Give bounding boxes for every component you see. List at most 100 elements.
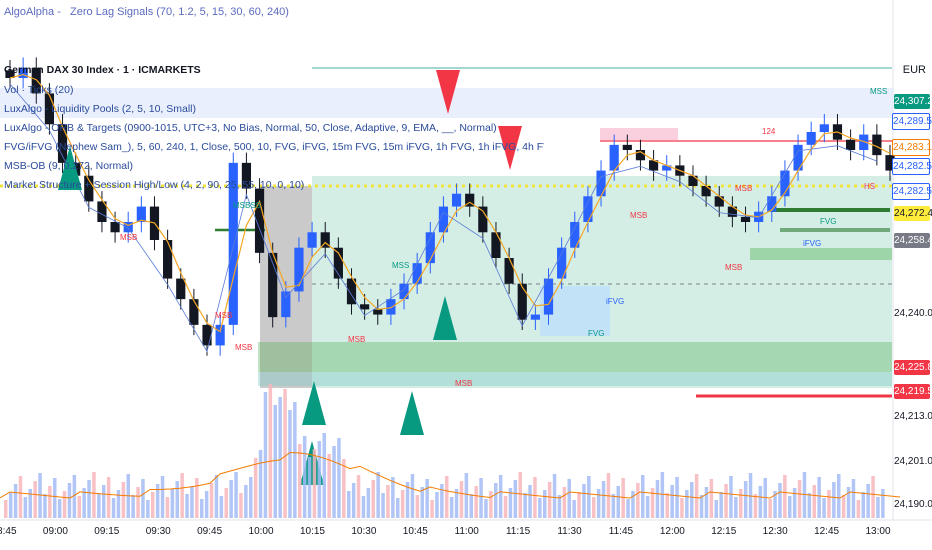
chart-annotation: HS xyxy=(864,182,875,191)
volume-bar xyxy=(484,499,488,518)
volume-moving-average xyxy=(0,451,901,499)
time-tick-label: 12:45 xyxy=(814,526,840,537)
volume-bar xyxy=(77,496,81,518)
volume-bar xyxy=(214,475,219,518)
volume-bar xyxy=(410,474,415,518)
volume-bar xyxy=(449,497,454,518)
symbol-title[interactable]: German DAX 30 Index · 1 · ICMARKETS xyxy=(4,64,201,76)
candle-body xyxy=(662,165,672,171)
time-tick-label: 09:00 xyxy=(42,526,68,537)
indicator-legend-4[interactable]: FVG/iFVG (Nephew Sam_), 5, 60, 240, 1, C… xyxy=(4,141,544,153)
volume-bar xyxy=(160,476,165,518)
volume-bar xyxy=(748,473,753,518)
volume-bar xyxy=(332,446,336,518)
volume-bar xyxy=(474,486,478,518)
volume-bar xyxy=(23,497,28,518)
candle-body xyxy=(399,283,409,300)
candle-body xyxy=(780,170,790,197)
volume-bar xyxy=(146,500,150,518)
volume-bar xyxy=(351,483,356,518)
volume-bar xyxy=(253,458,258,518)
price-tag-1: 24,307.27 xyxy=(894,94,932,109)
candle-body xyxy=(583,196,593,222)
indicator-legend-1[interactable]: Vol · Ticks (20) xyxy=(4,84,74,96)
indicator-legend-3[interactable]: LuxAlgo - ORB & Targets (0900-1015, UTC+… xyxy=(4,122,497,134)
volume-bar xyxy=(151,492,155,518)
currency-label[interactable]: EUR xyxy=(902,64,926,76)
volume-bar xyxy=(38,473,42,518)
fvg-zone xyxy=(258,342,892,372)
candle-body xyxy=(294,247,304,292)
volume-bar xyxy=(846,487,851,518)
volume-bar xyxy=(832,482,836,518)
volume-bar xyxy=(753,494,758,518)
volume-bar xyxy=(185,494,189,518)
fvg-zone xyxy=(258,372,892,386)
candle-body xyxy=(465,193,475,207)
price-tag-3: 24,283.11 xyxy=(892,139,932,156)
price-tag-6: 24,272.46 xyxy=(894,206,932,221)
candle-body xyxy=(727,206,737,217)
volume-bar xyxy=(503,496,508,518)
candle-body xyxy=(346,278,357,305)
volume-bar xyxy=(190,486,194,518)
volume-bar xyxy=(743,481,748,518)
volume-bar xyxy=(396,498,400,518)
chart-annotation: MSS xyxy=(392,261,409,270)
candle-body xyxy=(307,232,317,248)
volume-bar xyxy=(861,492,865,518)
volume-bar xyxy=(200,499,204,518)
volume-bar xyxy=(33,481,37,518)
candle-body xyxy=(18,67,28,78)
volume-bar xyxy=(175,481,179,518)
volume-bar xyxy=(494,483,498,518)
candle-body xyxy=(596,170,606,197)
volume-bar xyxy=(195,478,199,518)
volume-bar xyxy=(758,486,763,518)
volume-bar xyxy=(400,490,405,518)
candle-body xyxy=(123,222,133,233)
buy-signal-triangle xyxy=(58,146,82,190)
market-structure-zigzag xyxy=(9,83,878,353)
volume-bar xyxy=(518,472,522,518)
indicator-legend-6[interactable]: Market Structure + Session High/Low (4, … xyxy=(4,179,305,191)
candle-body xyxy=(386,299,396,315)
candle-body xyxy=(241,162,252,189)
volume-bar xyxy=(822,498,826,518)
volume-bar xyxy=(660,472,665,518)
volume-bar xyxy=(739,489,743,518)
time-tick-label: 10:45 xyxy=(402,526,428,537)
volume-bar xyxy=(322,433,326,518)
volume-bar xyxy=(778,483,782,518)
volume-bar xyxy=(592,497,596,518)
volume-bar xyxy=(670,485,674,518)
chart-annotation: MSB xyxy=(215,311,232,320)
time-tick-label: 13:00 xyxy=(865,526,891,537)
candle-body xyxy=(163,240,173,279)
chart-annotation: MSS xyxy=(870,87,887,96)
volume-bar xyxy=(841,495,846,518)
chart-annotation: 124 xyxy=(762,127,776,136)
volume-bar xyxy=(866,484,870,518)
chart-annotation: MSB xyxy=(735,184,752,193)
volume-bar xyxy=(258,450,263,518)
volume-bar xyxy=(18,476,23,518)
candle-body xyxy=(622,144,632,150)
candle-body xyxy=(451,193,462,207)
chart-annotation: iFVG xyxy=(606,297,624,306)
candle-body xyxy=(333,247,343,279)
volume-bar xyxy=(788,496,792,518)
candle-body xyxy=(635,150,646,161)
volume-bar xyxy=(797,480,802,518)
time-tick-label: 08:45 xyxy=(0,526,17,537)
volume-bar xyxy=(43,494,47,518)
volume-bar xyxy=(562,487,567,518)
indicator-legend-5[interactable]: MSB-OB (9, 0.272, Normal) xyxy=(4,160,133,172)
time-tick-label: 12:30 xyxy=(762,526,788,537)
volume-bar xyxy=(645,496,650,518)
volume-bar xyxy=(13,484,18,518)
indicator-legend-2[interactable]: LuxAlgo - Liquidity Pools (2, 5, 10, Sma… xyxy=(4,103,197,115)
volume-bar xyxy=(675,477,679,518)
